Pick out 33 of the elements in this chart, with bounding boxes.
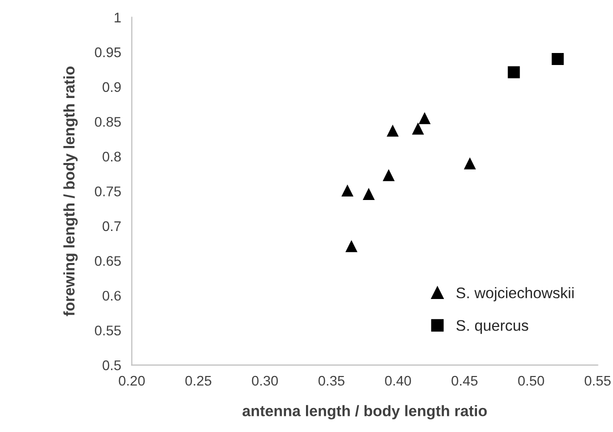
y-tick-label: 0.85 (94, 116, 121, 127)
x-tick-label: 0.55 (584, 376, 611, 386)
point (341, 184, 354, 196)
y-tick-label: 0.65 (94, 256, 121, 266)
x-tick-label: 0.50 (518, 376, 544, 386)
point (552, 52, 564, 66)
x-tick-label: 0.40 (385, 376, 411, 386)
point (345, 240, 358, 252)
y-tick-label: 0.5 (102, 360, 121, 370)
x-tick-label: 0.20 (118, 376, 145, 386)
x-tick-label: 0.30 (252, 376, 278, 386)
x-tick-label: 0.25 (185, 376, 212, 386)
point (412, 122, 424, 135)
y-tick-label: 0.8 (102, 152, 121, 162)
x-tick-label: 0.35 (318, 376, 344, 386)
legend-label: S. wojciechowskii (456, 287, 574, 302)
y-tick-label: 0.55 (94, 326, 121, 336)
y-tick-label: 0.95 (94, 47, 121, 58)
point (362, 188, 375, 200)
point (508, 66, 520, 78)
x-tick-label: 0.45 (452, 376, 478, 386)
point (464, 157, 476, 170)
y-tick-label: 0.7 (102, 221, 121, 232)
legend-label: S. quercus (456, 320, 528, 334)
point (382, 169, 395, 182)
x-axis-title: antenna length / body length ratio (242, 405, 487, 420)
point (418, 112, 431, 124)
y-tick-label: 1 (114, 12, 121, 22)
y-axis-title: forewing length / body length ratio (63, 66, 78, 316)
y-tick-label: 0.9 (102, 82, 121, 92)
y-tick-label: 0.6 (102, 290, 121, 301)
point (386, 124, 399, 137)
y-tick-label: 0.75 (94, 186, 121, 196)
